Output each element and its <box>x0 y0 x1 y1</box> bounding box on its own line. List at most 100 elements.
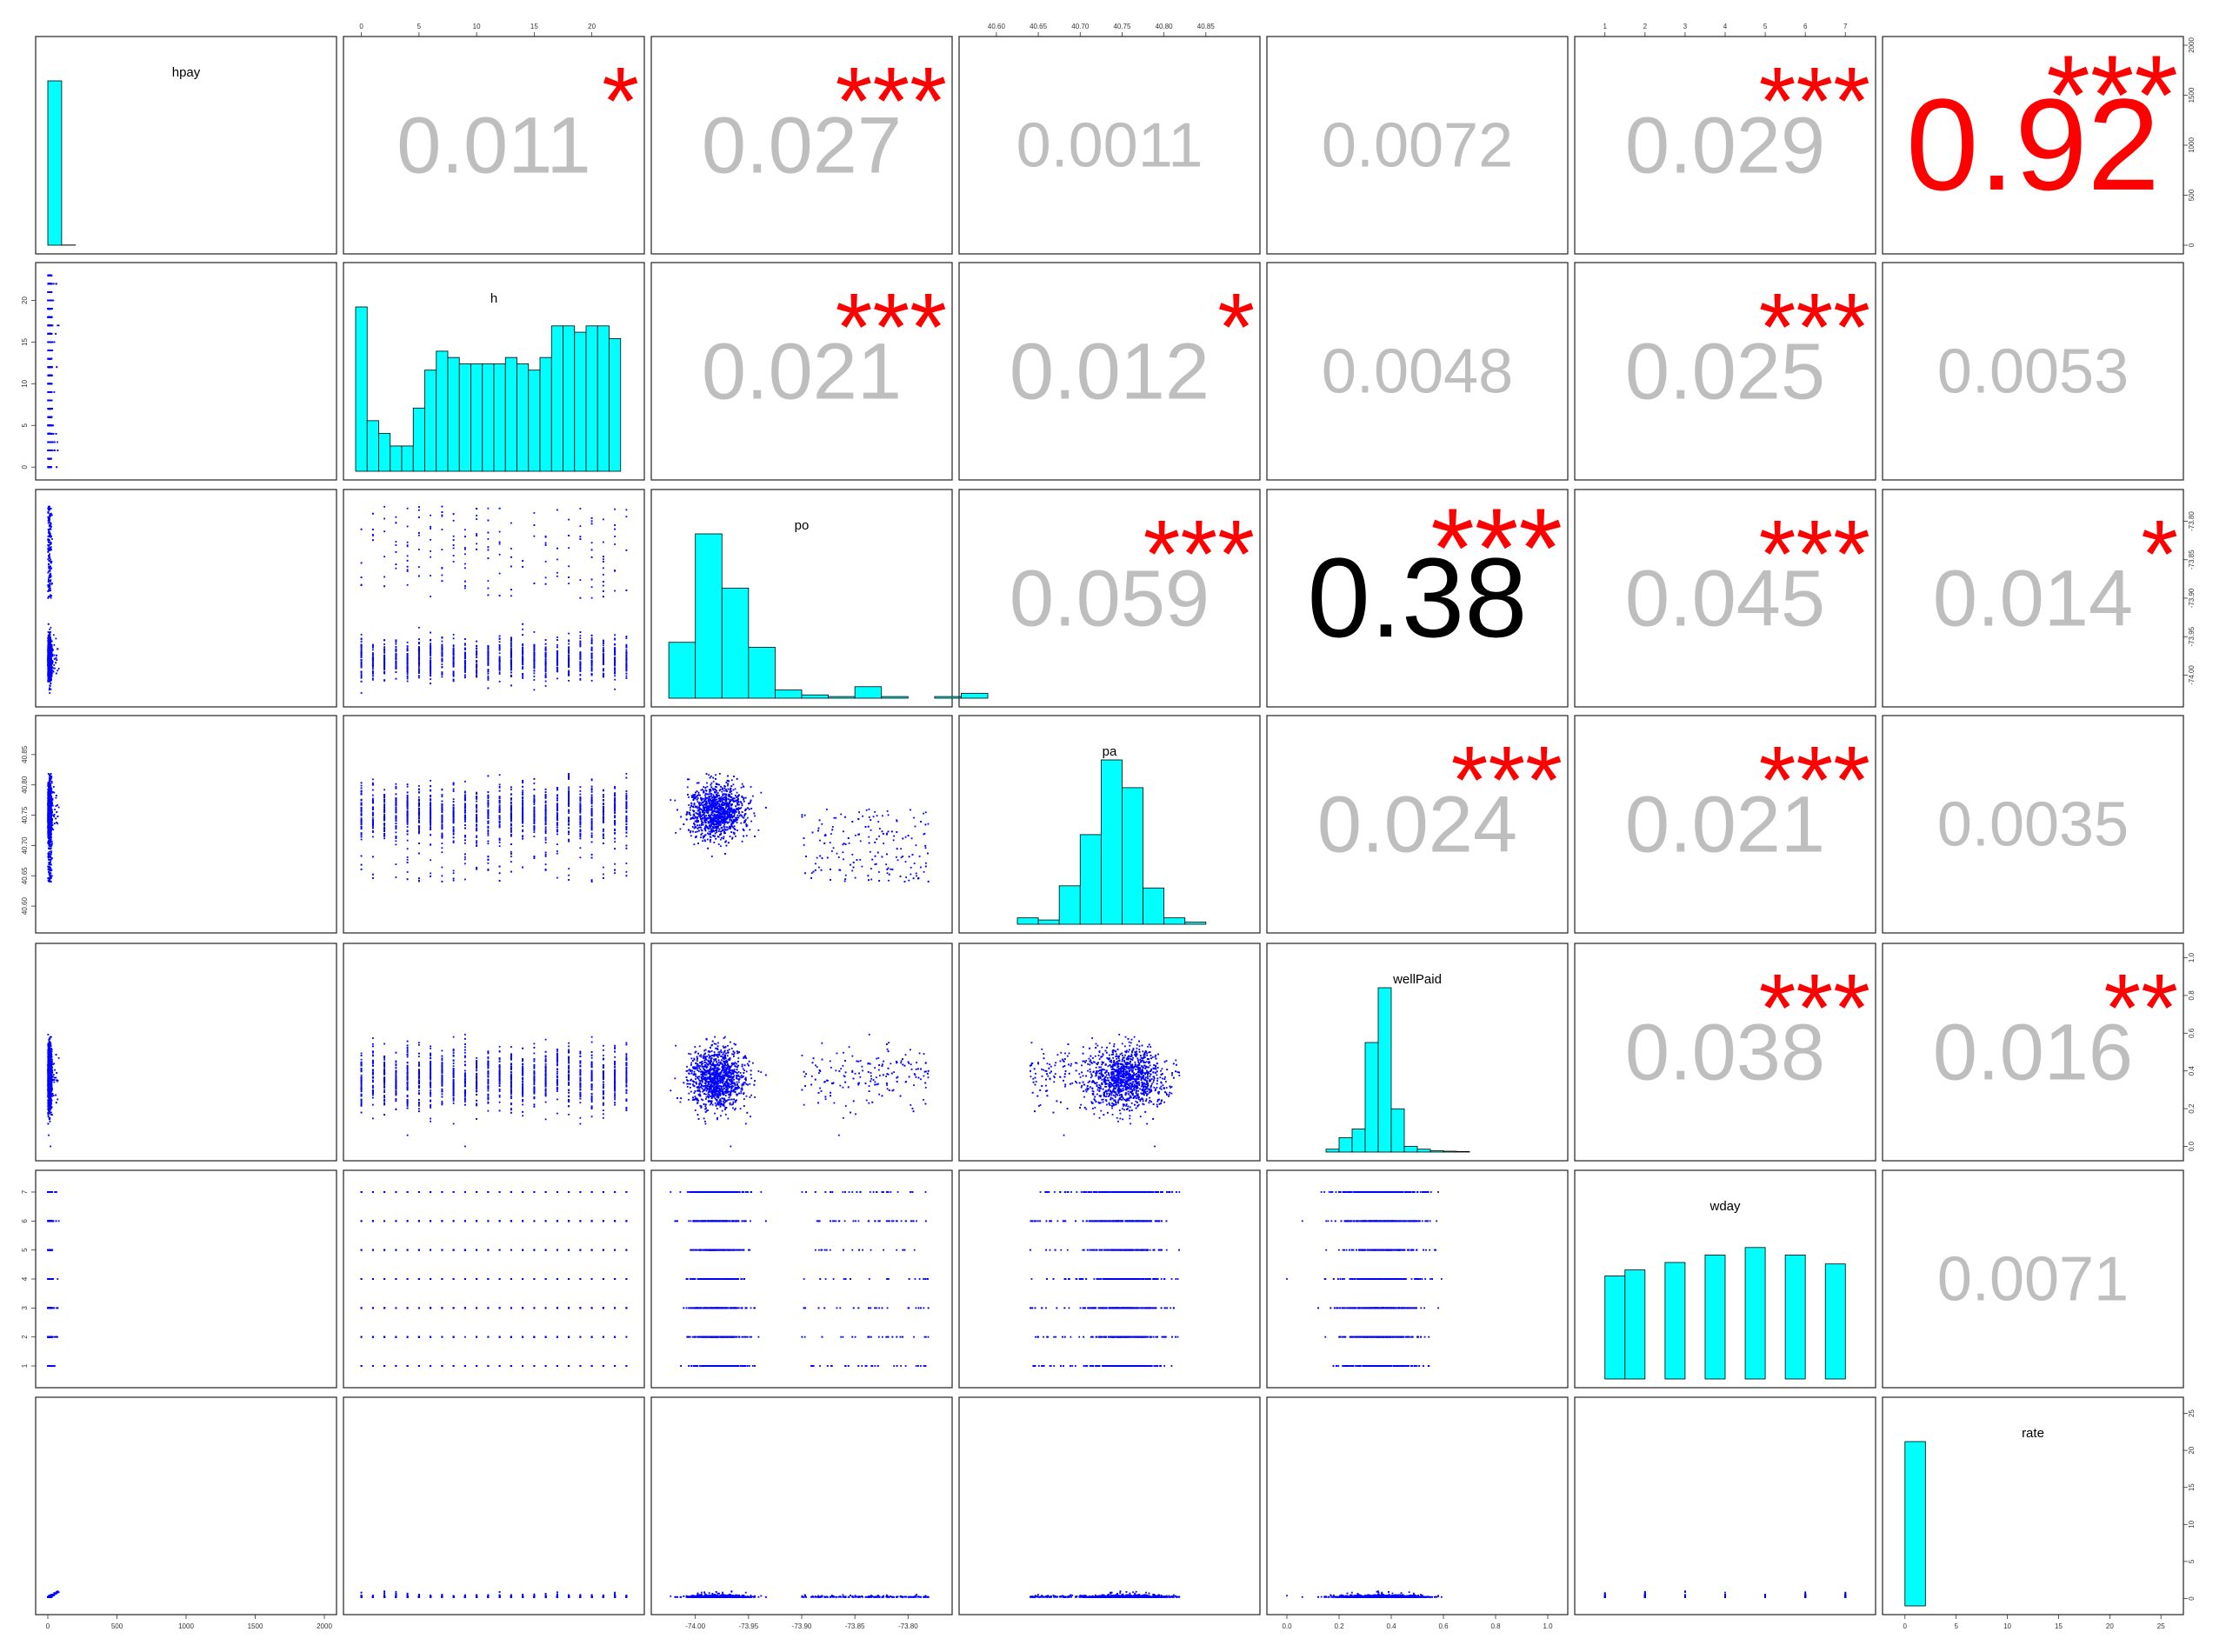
scatter-point <box>47 634 50 636</box>
scatter-point <box>56 659 58 661</box>
scatter-point <box>441 574 443 576</box>
scatter-point <box>544 685 547 687</box>
scatter-point <box>602 668 604 670</box>
scatter-point <box>430 596 432 597</box>
scatter-point <box>57 648 59 650</box>
scatter-point <box>48 539 50 542</box>
scatter-point <box>47 659 50 662</box>
scatter-point <box>590 637 593 639</box>
scatter-point <box>625 675 628 677</box>
scatter-point <box>47 511 50 513</box>
scatter-point <box>487 580 490 582</box>
scatter-point <box>47 547 50 550</box>
scatter-point <box>50 641 52 643</box>
scatter-point <box>510 644 512 647</box>
scatter-point <box>568 632 570 635</box>
scatter-point <box>463 676 466 679</box>
scatter-point <box>49 684 51 687</box>
scatter-point <box>430 659 432 662</box>
scatter-point <box>441 549 443 551</box>
scatter-point <box>452 547 455 550</box>
scatter-point <box>52 299 55 302</box>
scatter-point <box>614 669 616 671</box>
scatter-point <box>49 628 51 630</box>
scatter-point <box>48 644 50 647</box>
scatter-point <box>417 665 420 668</box>
panel-hpay-h <box>343 36 645 255</box>
scatter-point <box>602 567 604 570</box>
scatter-point <box>47 571 50 574</box>
scatter-point <box>614 688 616 690</box>
scatter-point <box>50 596 52 599</box>
scatter-point <box>50 416 52 418</box>
scatter-point <box>57 669 59 672</box>
scatter-point <box>430 650 432 653</box>
histogram-bar <box>355 306 368 472</box>
scatter-point <box>406 675 409 677</box>
scatter-point <box>49 565 50 568</box>
histogram-bar <box>412 407 425 472</box>
scatter-point <box>360 528 363 530</box>
scatter-point <box>57 324 60 327</box>
scatter-point <box>360 661 363 663</box>
scatter-point <box>50 590 51 591</box>
scatter-point <box>510 656 512 658</box>
scatter-point <box>52 432 55 435</box>
scatter-points <box>47 274 60 469</box>
scatter-point <box>498 652 501 655</box>
scatter-point <box>568 648 570 650</box>
scatter-point <box>395 541 397 543</box>
scatter-point <box>53 441 56 443</box>
histogram-bar <box>470 363 483 472</box>
scatter-point <box>50 283 51 285</box>
scatter-point <box>417 509 420 511</box>
scatter-point <box>590 663 593 665</box>
scatter-point <box>48 529 50 530</box>
scatter-point <box>54 667 56 669</box>
scatter-point <box>50 583 53 585</box>
scatter-point <box>498 671 501 674</box>
scatter-point <box>522 628 524 630</box>
scatter-point <box>498 553 501 556</box>
scatter-point <box>441 650 443 653</box>
scatter-point <box>452 560 455 563</box>
scatter-point <box>590 596 593 599</box>
scatter-point <box>568 680 570 682</box>
scatter-point <box>50 546 52 549</box>
scatter-point <box>49 324 51 327</box>
histogram-bar <box>366 420 379 472</box>
scatter-point <box>383 576 386 578</box>
scatter-point <box>47 590 50 592</box>
scatter-point <box>417 676 420 679</box>
scatter-point <box>50 675 53 677</box>
scatter-point <box>430 672 432 674</box>
scatter-point <box>556 636 558 638</box>
scatter-point <box>556 646 558 649</box>
panel-po-hpay <box>35 489 337 708</box>
scatter-point <box>48 670 50 673</box>
scatter-point <box>49 383 51 385</box>
scatter-point <box>48 324 50 327</box>
scatter-point <box>406 659 409 662</box>
scatter-point <box>50 558 52 561</box>
scatter-point <box>50 357 53 360</box>
scatter-point <box>50 567 52 570</box>
histogram-bar <box>609 337 622 472</box>
scatter-point <box>625 649 628 651</box>
scatter-point <box>579 525 582 528</box>
scatter-point <box>48 466 50 469</box>
scatter-point <box>395 544 397 546</box>
scatter-point <box>50 274 53 276</box>
scatter-point <box>590 669 593 670</box>
scatter-point <box>544 680 547 683</box>
scatter-point <box>395 641 397 643</box>
scatter-point <box>49 457 51 460</box>
scatter-point <box>602 558 604 561</box>
scatter-point <box>522 644 524 647</box>
scatter-point <box>49 652 51 654</box>
scatter-point <box>463 567 466 570</box>
scatter-point <box>47 383 50 385</box>
scatter-point <box>360 641 363 643</box>
scatter-point <box>49 575 51 577</box>
